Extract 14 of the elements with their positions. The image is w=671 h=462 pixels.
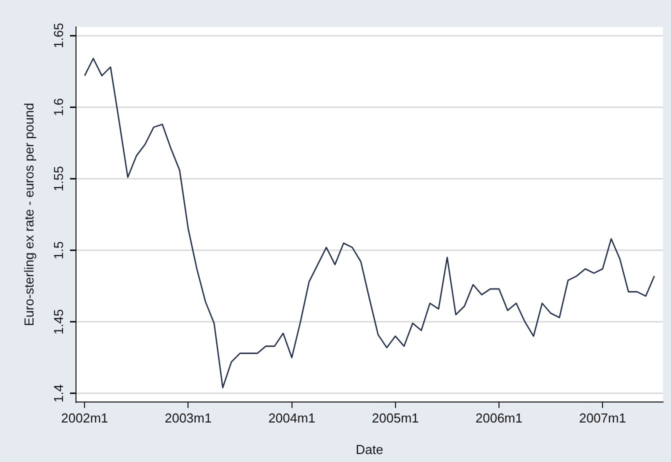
x-axis-title: Date (356, 442, 384, 457)
x-tick-label: 2004m1 (268, 410, 316, 426)
y-tick-label: 1.55 (51, 166, 66, 192)
y-axis-title: Euro-sterling ex rate - euros per pound (21, 102, 36, 326)
x-tick-label: 2003m1 (164, 410, 212, 426)
y-tick-label: 1.4 (51, 384, 66, 402)
y-tick-label: 1.5 (51, 241, 66, 260)
x-tick-label: 2007m1 (579, 410, 626, 426)
x-tick-label: 2005m1 (372, 410, 419, 426)
y-tick-label: 1.65 (51, 22, 66, 48)
y-tick-label: 1.6 (51, 98, 66, 116)
x-tick-label: 2002m1 (61, 410, 108, 426)
x-tick-label: 2006m1 (475, 410, 522, 426)
y-tick-label: 1.45 (51, 309, 66, 335)
